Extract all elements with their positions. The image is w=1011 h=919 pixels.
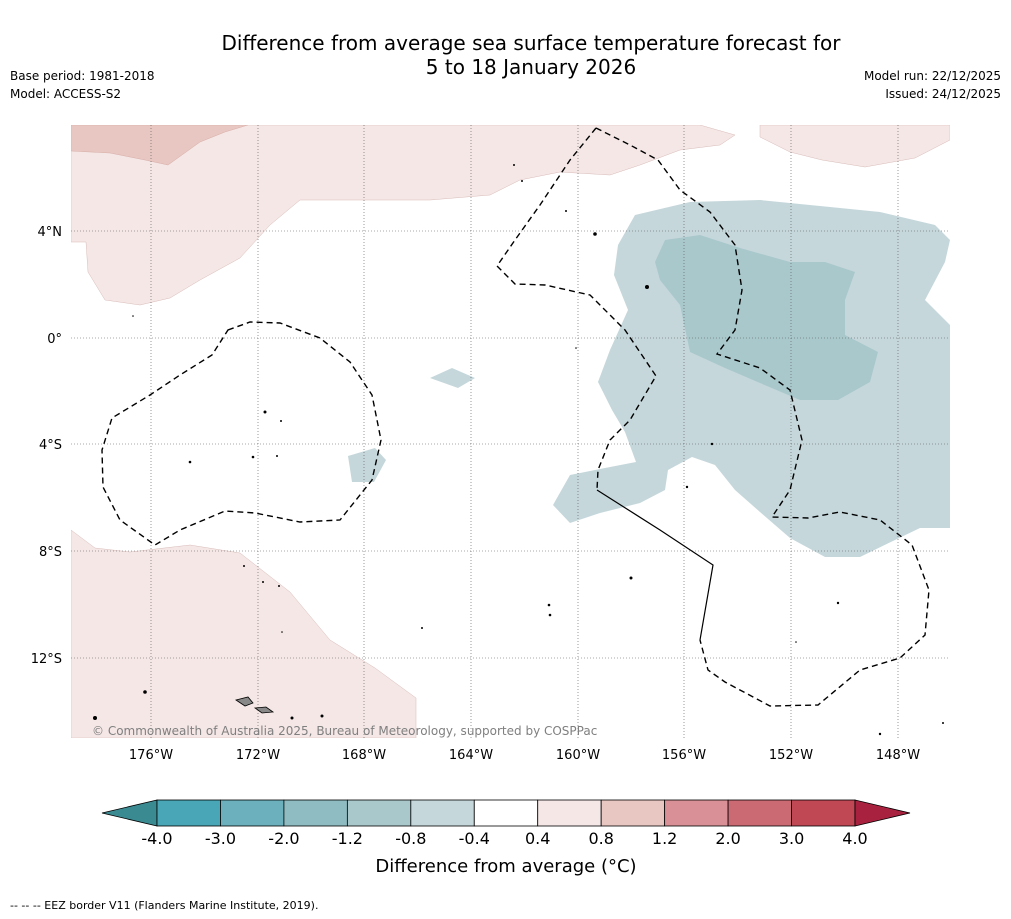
colorbar-segment (600, 799, 666, 827)
colorbar-tick-label: 0.8 (588, 829, 613, 848)
colorbar-segment (664, 799, 729, 827)
title-line-2: 5 to 18 January 2026 (425, 55, 637, 79)
issued-date: Issued: 24/12/2025 (885, 87, 1001, 101)
lon-label-164w: 164°W (449, 748, 493, 763)
colorbar-tick-label: -4.0 (141, 829, 172, 848)
colorbar-segment (346, 799, 412, 827)
meta-left: Base period: 1981-2018 Model: ACCESS-S2 (10, 67, 155, 103)
model-name: Model: ACCESS-S2 (10, 87, 122, 101)
colorbar-segment (727, 799, 792, 827)
warm-anomaly-north (71, 125, 736, 306)
gridlines (71, 125, 950, 738)
colorbar-tick-label: -1.2 (332, 829, 363, 848)
model-run: Model run: 22/12/2025 (863, 69, 1001, 83)
colorbar-extend-low (101, 799, 158, 827)
lat-label-12s: 12°S (31, 652, 62, 667)
samoa-island-savaii (253, 706, 275, 714)
lat-label-4n: 4°N (38, 225, 63, 240)
colorbar-segment (410, 799, 475, 827)
title-line-1: Difference from average sea surface temp… (221, 31, 841, 55)
eez-border-tokelau-north (496, 127, 657, 491)
colorbar-tick-label: -2.0 (268, 829, 299, 848)
colorbar-tick-label: 3.0 (779, 829, 804, 848)
cool-patch-west (348, 448, 386, 482)
cool-patch-central (430, 368, 475, 388)
colorbar-tick-label: -3.0 (205, 829, 236, 848)
lon-label-160w: 160°W (556, 748, 600, 763)
lon-label-172w: 172°W (236, 748, 280, 763)
copyright-notice: © Commonwealth of Australia 2025, Bureau… (92, 724, 598, 738)
colorbar-tick-label: -0.4 (459, 829, 490, 848)
lon-label-176w: 176°W (129, 748, 173, 763)
eez-border-kiribati-line (595, 127, 930, 707)
colorbar-tick-label: -0.8 (395, 829, 426, 848)
lon-label-156w: 156°W (662, 748, 706, 763)
colorbar-segment (283, 799, 348, 827)
warm-anomaly-core (71, 125, 249, 166)
colorbar-tick-label: 1.2 (652, 829, 677, 848)
samoa-island-upolu (235, 696, 254, 707)
eez-legend-note: -- -- -- EEZ border V11 (Flanders Marine… (10, 899, 319, 912)
warm-anomaly-northeast (759, 125, 950, 168)
lat-label-4s: 4°S (39, 438, 62, 453)
colorbar-segment (156, 799, 221, 827)
colorbar-extend-high (854, 799, 911, 827)
colorbar-title: Difference from average (°C) (375, 856, 637, 877)
colorbar-tick-label: 2.0 (715, 829, 740, 848)
lon-label-152w: 152°W (769, 748, 813, 763)
islands (93, 164, 944, 736)
cool-anomaly-core (655, 235, 878, 400)
colorbar-segments (156, 799, 856, 827)
colorbar-segment (220, 799, 285, 827)
latitude-labels: 4°N 0° 4°S 8°S 12°S (31, 225, 62, 667)
lat-label-0: 0° (47, 332, 62, 347)
lon-label-168w: 168°W (342, 748, 386, 763)
lon-label-148w: 148°W (876, 748, 920, 763)
colorbar-segment (473, 799, 539, 827)
longitude-labels: 176°W 172°W 168°W 164°W 160°W 156°W 152°… (129, 748, 920, 763)
colorbar: -4.0 -3.0 -2.0 -1.2 -0.8 -0.4 0.4 0.8 1.2 2.0 3.0 4… (101, 799, 911, 848)
colorbar-segment (791, 799, 856, 827)
colorbar-tick-labels: -4.0 -3.0 -2.0 -1.2 -0.8 -0.4 0.4 0.8 1.2 2.0 3.0 4… (141, 829, 867, 848)
meta-right: Model run: 22/12/2025 Issued: 24/12/2025 (864, 67, 1001, 103)
warm-anomaly-southwest (71, 529, 417, 738)
colorbar-tick-label: 0.4 (525, 829, 550, 848)
lat-label-8s: 8°S (39, 545, 62, 560)
colorbar-segment (537, 799, 602, 827)
eez-borders (101, 127, 930, 707)
eez-border-kiribati-phoenix (101, 321, 382, 546)
base-period: Base period: 1981-2018 (10, 69, 155, 83)
colorbar-tick-label: 4.0 (842, 829, 867, 848)
eez-border-solid (596, 489, 714, 641)
chart-title: Difference from average sea surface temp… (0, 31, 1011, 79)
